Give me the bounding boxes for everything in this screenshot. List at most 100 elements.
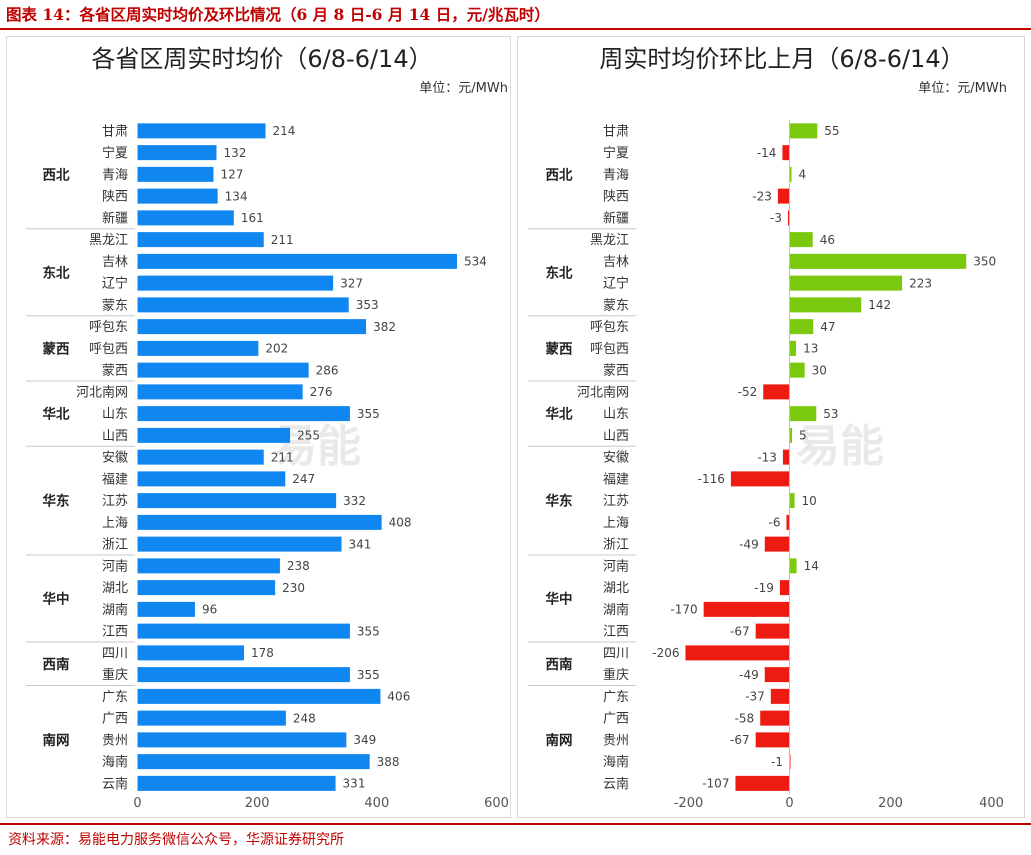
category-label: 甘肃	[603, 124, 629, 139]
bar	[789, 558, 797, 574]
bar	[137, 754, 370, 770]
data-label: 355	[357, 624, 380, 638]
data-label: 161	[241, 211, 264, 225]
bar	[137, 775, 336, 791]
x-tick-label: 600	[484, 796, 509, 811]
group-label: 西南	[43, 656, 70, 673]
data-label: 55	[824, 124, 839, 138]
bar	[789, 340, 797, 356]
category-label: 广东	[603, 690, 629, 705]
data-label: -1	[771, 755, 783, 769]
title-rule	[0, 28, 1031, 30]
bar	[730, 471, 790, 487]
source-note: 资料来源：易能电力服务微信公众号，华源证券研究所	[8, 832, 344, 848]
data-label: -67	[730, 733, 750, 747]
category-label: 青海	[603, 168, 629, 183]
data-label: 13	[803, 342, 818, 356]
data-label: 349	[353, 733, 376, 747]
category-label: 宁夏	[102, 145, 128, 161]
data-label: 178	[251, 646, 274, 660]
bar	[789, 427, 793, 443]
category-label: 河北南网	[76, 384, 128, 400]
bar	[137, 558, 280, 574]
category-label: 黑龙江	[590, 233, 629, 248]
bar	[137, 514, 382, 530]
category-label: 吉林	[603, 255, 629, 270]
bar	[755, 732, 790, 748]
category-label: 黑龙江	[89, 233, 128, 248]
x-tick-label: 400	[979, 796, 1004, 811]
category-label: 吉林	[102, 255, 128, 270]
bar	[789, 406, 817, 422]
x-tick-label: 200	[245, 796, 270, 811]
unit-label: 单位：元/MWh	[419, 81, 508, 96]
x-tick-label: 400	[364, 796, 389, 811]
category-label: 甘肃	[102, 124, 128, 139]
unit-label: 单位：元/MWh	[918, 81, 1007, 96]
group-label: 南网	[43, 732, 70, 749]
category-label: 云南	[102, 776, 128, 792]
category-label: 江苏	[603, 493, 629, 509]
bar	[137, 384, 303, 400]
category-label: 浙江	[102, 538, 128, 553]
category-label: 陕西	[102, 190, 128, 205]
category-label: 重庆	[102, 667, 128, 683]
data-label: 211	[271, 233, 294, 247]
group-label: 东北	[546, 264, 574, 281]
category-label: 蒙东	[102, 298, 128, 313]
category-label: 云南	[603, 776, 629, 792]
category-label: 山东	[603, 407, 629, 422]
category-label: 贵州	[603, 733, 629, 748]
bar	[764, 536, 790, 552]
category-label: 呼包东	[590, 320, 629, 335]
bar	[786, 514, 790, 530]
category-label: 上海	[102, 516, 128, 531]
category-label: 上海	[603, 516, 629, 531]
category-label: 湖南	[603, 602, 629, 618]
figure-title: 图表 14：各省区周实时均价及环比情况（6 月 8 日-6 月 14 日，元/兆…	[6, 5, 550, 24]
category-label: 湖北	[102, 581, 128, 596]
data-label: 211	[271, 450, 294, 464]
data-label: 202	[265, 342, 288, 356]
data-label: 142	[868, 298, 891, 312]
data-label: 230	[282, 581, 305, 595]
bar	[137, 536, 342, 552]
x-tick-label: 200	[878, 796, 903, 811]
data-label: 4	[799, 168, 807, 182]
data-label: 30	[812, 363, 827, 377]
data-label: 238	[287, 559, 310, 573]
data-label: 214	[273, 124, 296, 138]
data-label: -37	[745, 690, 765, 704]
data-label: 355	[357, 668, 380, 682]
group-label: 南网	[546, 732, 573, 749]
data-label: -170	[670, 603, 697, 617]
bar	[787, 210, 790, 226]
price-chart-panel: 各省区周实时均价（6/8-6/14） 单位：元/MWh 易能 西北 甘肃 214 宁夏 132…	[6, 36, 511, 818]
bar	[137, 210, 234, 226]
category-label: 海南	[102, 754, 128, 770]
data-label: 46	[820, 233, 835, 247]
group-label: 西北	[546, 167, 574, 183]
mom-chart-panel: 周实时均价环比上月（6/8-6/14） 单位：元/MWh 易能 西北 甘肃 55 宁夏 -14…	[517, 36, 1025, 818]
data-label: 255	[297, 429, 320, 443]
category-label: 浙江	[603, 538, 629, 553]
bar	[777, 188, 790, 204]
x-tick-label: -200	[674, 796, 704, 811]
data-label: -14	[757, 146, 777, 160]
category-label: 海南	[603, 754, 629, 770]
bar	[137, 645, 245, 661]
data-label: 132	[223, 146, 246, 160]
data-label: 247	[292, 472, 315, 486]
group-label: 蒙西	[43, 340, 70, 357]
data-label: 286	[316, 363, 339, 377]
category-label: 江西	[102, 625, 128, 640]
data-label: 406	[387, 690, 410, 704]
bar	[782, 449, 790, 465]
bar	[789, 319, 814, 335]
data-label: 353	[356, 298, 379, 312]
category-label: 贵州	[102, 733, 128, 748]
chart-title: 周实时均价环比上月（6/8-6/14）	[599, 45, 964, 73]
data-label: 47	[820, 320, 835, 334]
data-label: -49	[739, 668, 759, 682]
data-label: 10	[802, 494, 817, 508]
